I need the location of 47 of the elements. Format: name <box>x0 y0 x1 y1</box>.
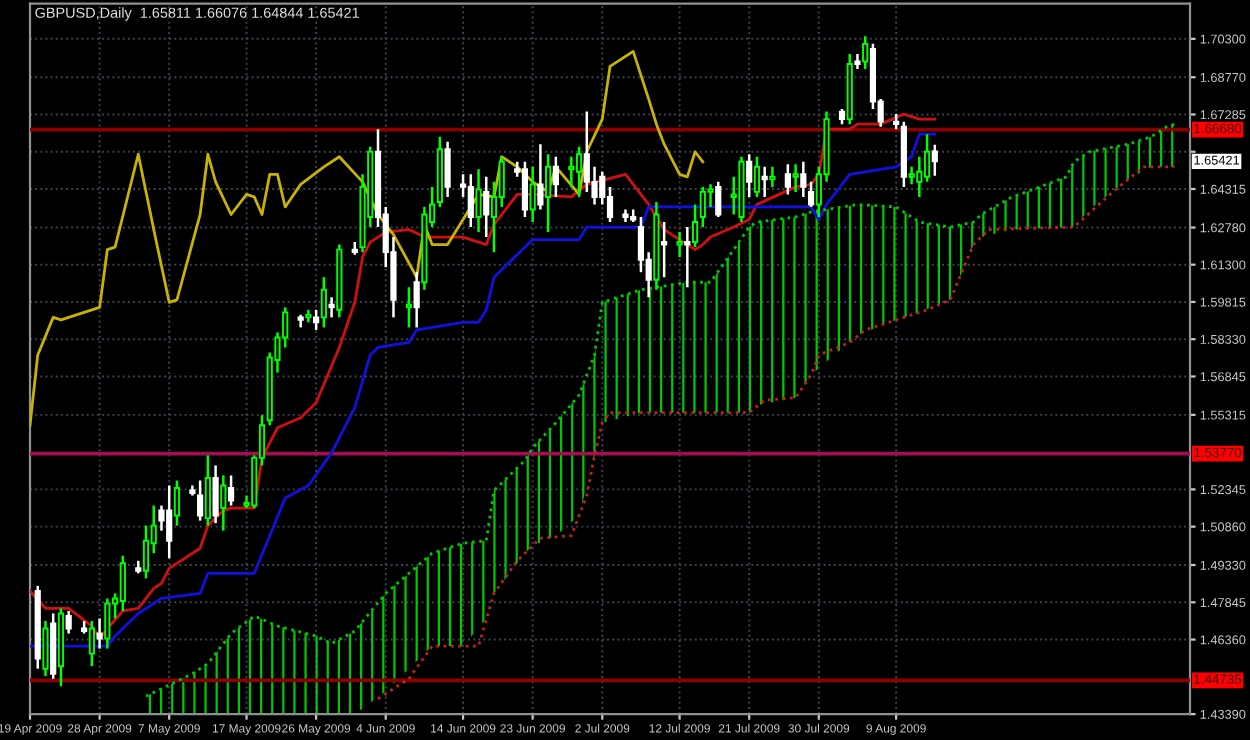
candlestick <box>483 175 490 239</box>
candlestick <box>212 464 219 525</box>
candlestick <box>475 168 482 234</box>
candlestick <box>521 160 529 219</box>
candlestick <box>96 617 103 650</box>
candlestick <box>661 220 668 279</box>
candlestick <box>684 225 691 289</box>
candlestick <box>320 275 327 329</box>
candlestick <box>575 145 583 199</box>
candlestick <box>65 609 72 635</box>
candlestick <box>676 230 683 259</box>
candlestick <box>88 619 95 668</box>
candlestick <box>792 163 799 194</box>
candlestick <box>467 173 474 229</box>
candlestick <box>568 155 575 189</box>
candlestick <box>800 160 807 199</box>
line-series <box>30 49 705 427</box>
candlestick <box>444 140 451 199</box>
candlestick <box>916 155 923 199</box>
candlestick <box>405 286 413 329</box>
candlestick <box>173 479 181 527</box>
candlestick <box>545 153 552 234</box>
candlestick <box>227 474 235 507</box>
candlestick <box>931 143 938 177</box>
candlestick <box>166 484 173 560</box>
candlestick <box>197 479 204 522</box>
candlestick <box>42 619 49 678</box>
candlestick <box>204 454 211 527</box>
candlestick <box>862 35 869 71</box>
candlestick <box>753 155 761 199</box>
candlestick <box>328 296 335 319</box>
candlestick <box>691 203 699 249</box>
candlestick <box>220 474 227 532</box>
line-series <box>376 165 1176 701</box>
candlestick <box>699 185 706 229</box>
candlestick <box>313 308 320 332</box>
candlestick <box>784 163 791 196</box>
candlestick <box>413 270 420 329</box>
candlestick <box>529 165 536 224</box>
candlestick <box>715 180 722 219</box>
candlestick <box>537 142 544 211</box>
candlestick <box>761 165 768 199</box>
candlestick <box>769 165 776 189</box>
candlestick <box>746 153 753 199</box>
candlestick <box>119 554 126 613</box>
candlestick <box>552 155 559 199</box>
candlestick <box>104 597 111 650</box>
